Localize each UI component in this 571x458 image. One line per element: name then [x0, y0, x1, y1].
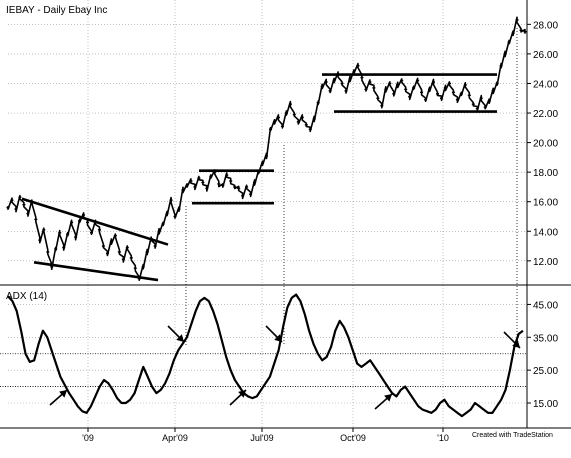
grid-lines [0, 0, 527, 428]
price-panel-title: IEBAY - Daily Ebay Inc [6, 5, 107, 16]
signal-vertical-lines [185, 28, 518, 346]
price-series-line [7, 16, 526, 281]
tradestation-credit: Created with TradeStation [472, 432, 553, 439]
adx-y-tick-label: 45.00 [533, 300, 558, 311]
price-y-tick-label: 26.00 [533, 50, 558, 61]
trendline-lower-channel [33, 261, 159, 282]
x-tick-label: '09 [82, 433, 94, 443]
adx-y-tick-label: 35.00 [533, 333, 558, 344]
price-y-tick-label: 28.00 [533, 20, 558, 31]
trendlines-layer [21, 73, 497, 282]
adx-y-tick-label: 25.00 [533, 366, 558, 377]
price-y-tick-label: 16.00 [533, 198, 558, 209]
price-y-tick-label: 24.00 [533, 79, 558, 90]
x-tick-label: Jul'09 [250, 433, 273, 443]
series-layer [6, 16, 527, 418]
arrow-head [384, 394, 392, 402]
x-tick-label: '10 [437, 433, 449, 443]
adx-series-line [7, 293, 524, 418]
arrow-head [274, 334, 282, 342]
arrow-head [238, 390, 246, 398]
axis-layer: '09 Apr'09 Jul'09 Oct'09 '10 28.00 26.00 24.00 2… [0, 0, 571, 443]
arrow-head [59, 390, 67, 398]
x-tick-label: Oct'09 [340, 433, 366, 443]
price-y-tick-label: 18.00 [533, 168, 558, 179]
adx-y-tick-label: 15.00 [533, 399, 558, 410]
arrow-head [512, 340, 520, 348]
arrow-head [176, 334, 184, 342]
price-y-tick-label: 14.00 [533, 227, 558, 238]
arrows-layer [49, 325, 521, 410]
price-y-tick-label: 22.00 [533, 109, 558, 120]
price-y-tick-label: 20.00 [533, 139, 558, 150]
price-y-tick-label: 12.00 [533, 257, 558, 268]
x-tick-label: Apr'09 [162, 433, 188, 443]
trendline-upper-channel [21, 197, 169, 246]
adx-panel-title: ADX (14) [6, 291, 47, 302]
